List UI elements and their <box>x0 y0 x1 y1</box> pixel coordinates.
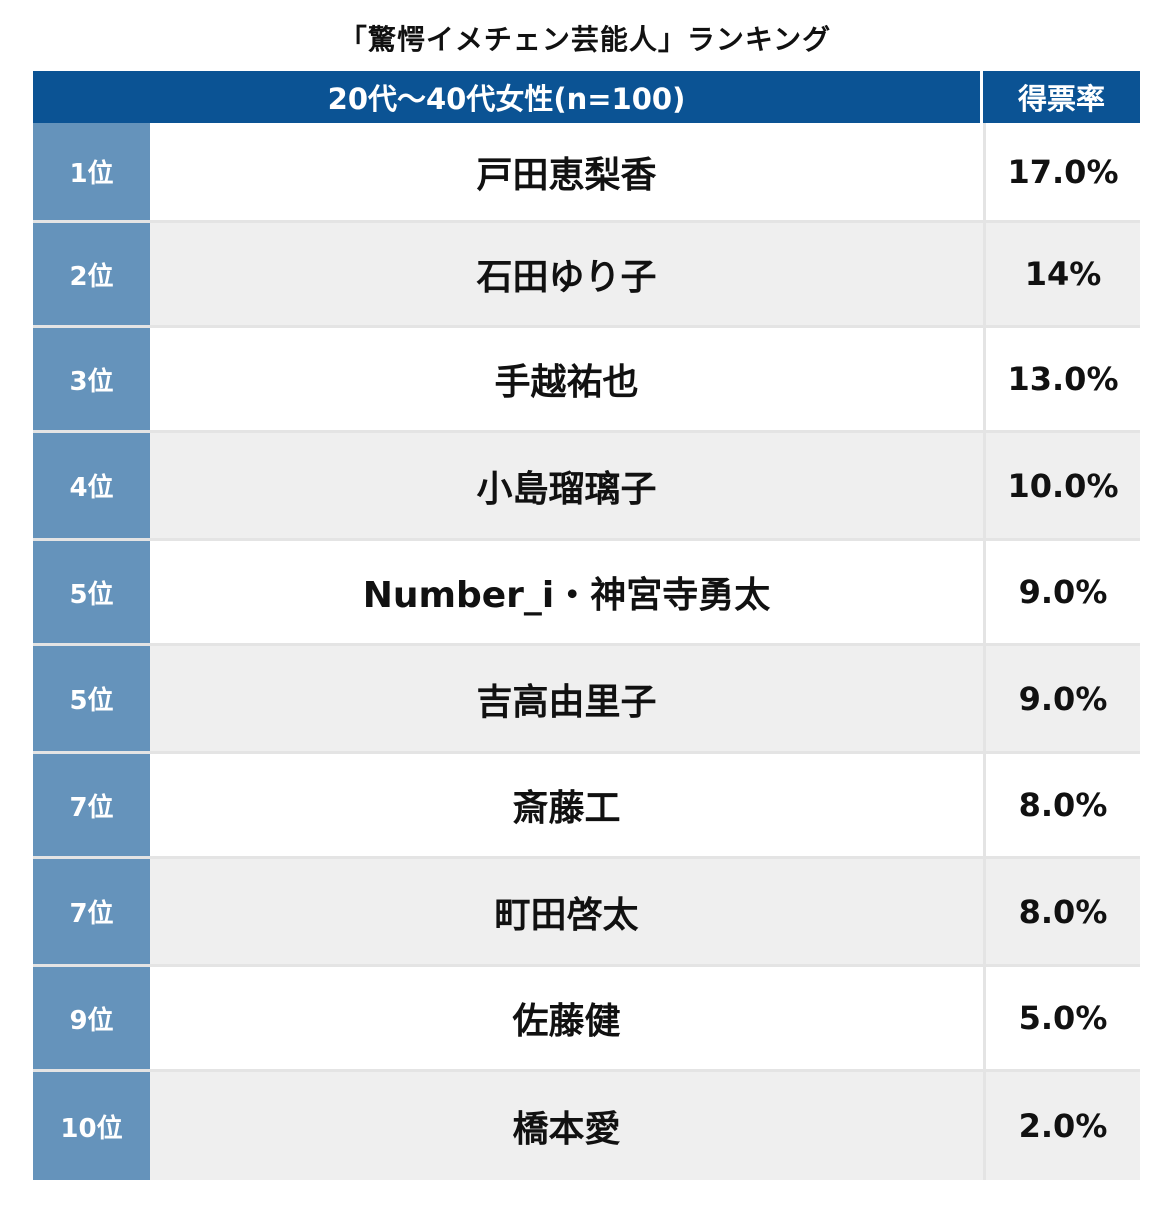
chart-title: 「驚愕イメチェン芸能人」ランキング <box>338 23 832 56</box>
header-respondents: 20代〜40代女性(n=100) <box>33 71 983 123</box>
rank-cell: 7位 <box>33 754 150 856</box>
name-cell: 佐藤健 <box>150 967 986 1069</box>
table-row: 5位 Number_i・神宮寺勇太 9.0% <box>33 541 1140 646</box>
rank-cell: 1位 <box>33 123 150 220</box>
rank-cell: 7位 <box>33 859 150 964</box>
ranking-table: 20代〜40代女性(n=100) 得票率 1位 戸田恵梨香 17.0% 2位 石田ゆり子… <box>33 71 1140 1180</box>
rank-cell: 10位 <box>33 1072 150 1180</box>
rank-cell: 5位 <box>33 646 150 751</box>
table-row: 1位 戸田恵梨香 17.0% <box>33 123 1140 223</box>
table-header: 20代〜40代女性(n=100) 得票率 <box>33 71 1140 123</box>
rank-cell: 2位 <box>33 223 150 325</box>
name-cell: 斎藤工 <box>150 754 986 856</box>
rank-cell: 9位 <box>33 967 150 1069</box>
table-body: 1位 戸田恵梨香 17.0% 2位 石田ゆり子 14% 3位 手越祐也 13.0% 4位 小島瑠璃子… <box>33 123 1140 1180</box>
name-cell: 手越祐也 <box>150 328 986 430</box>
name-cell: 小島瑠璃子 <box>150 433 986 538</box>
name-cell: 吉高由里子 <box>150 646 986 751</box>
table-row: 10位 橋本愛 2.0% <box>33 1072 1140 1180</box>
vote-rate-cell: 9.0% <box>986 646 1140 751</box>
rank-cell: 4位 <box>33 433 150 538</box>
table-row: 5位 吉高由里子 9.0% <box>33 646 1140 754</box>
vote-rate-cell: 2.0% <box>986 1072 1140 1180</box>
vote-rate-cell: 10.0% <box>986 433 1140 538</box>
table-row: 9位 佐藤健 5.0% <box>33 967 1140 1072</box>
header-vote-rate: 得票率 <box>1017 82 1105 116</box>
rank-cell: 3位 <box>33 328 150 430</box>
table-row: 3位 手越祐也 13.0% <box>33 328 1140 433</box>
vote-rate-cell: 5.0% <box>986 967 1140 1069</box>
vote-rate-cell: 8.0% <box>986 754 1140 856</box>
table-row: 2位 石田ゆり子 14% <box>33 223 1140 328</box>
name-cell: 石田ゆり子 <box>150 223 986 325</box>
name-cell: Number_i・神宮寺勇太 <box>150 541 986 643</box>
vote-rate-cell: 14% <box>986 223 1140 325</box>
vote-rate-cell: 13.0% <box>986 328 1140 430</box>
name-cell: 町田啓太 <box>150 859 986 964</box>
table-row: 7位 町田啓太 8.0% <box>33 859 1140 967</box>
rank-cell: 5位 <box>33 541 150 643</box>
table-row: 4位 小島瑠璃子 10.0% <box>33 433 1140 541</box>
vote-rate-cell: 9.0% <box>986 541 1140 643</box>
vote-rate-cell: 8.0% <box>986 859 1140 964</box>
name-cell: 戸田恵梨香 <box>150 123 986 220</box>
table-row: 7位 斎藤工 8.0% <box>33 754 1140 859</box>
vote-rate-cell: 17.0% <box>986 123 1140 220</box>
name-cell: 橋本愛 <box>150 1072 986 1180</box>
